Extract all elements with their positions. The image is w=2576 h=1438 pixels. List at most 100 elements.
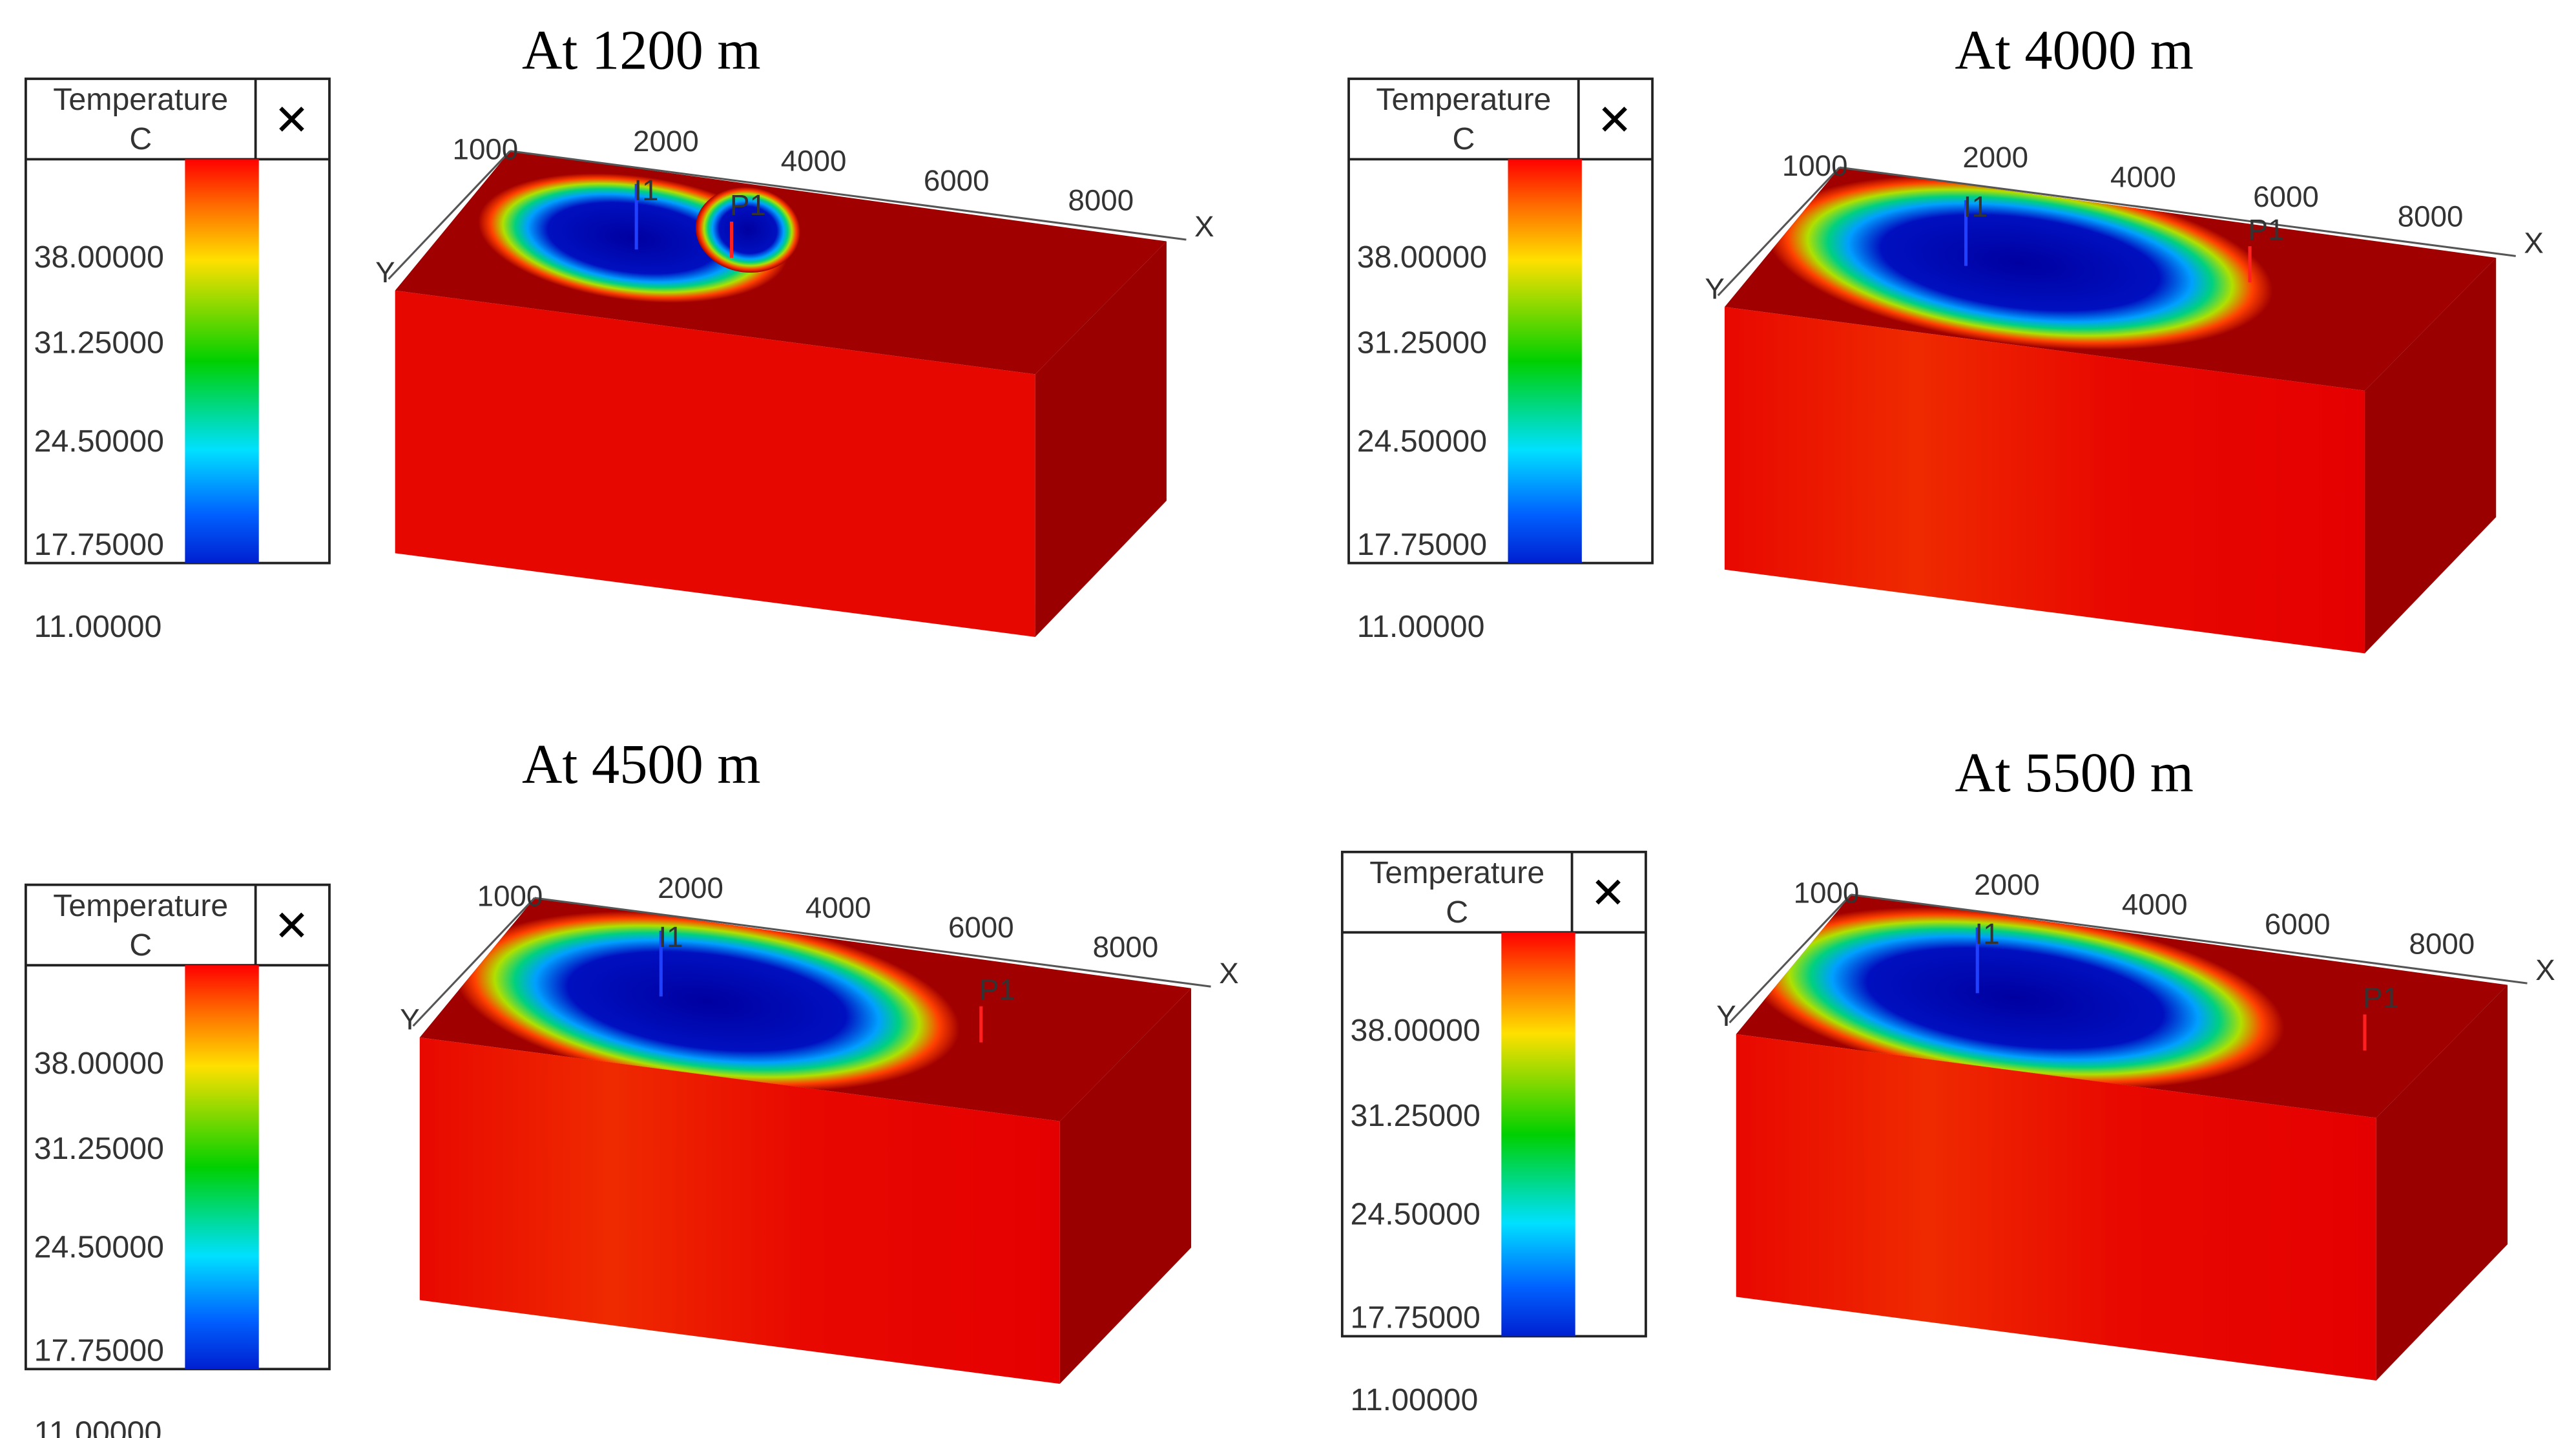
- plume: [695, 187, 801, 273]
- cold-plume: [1746, 907, 2285, 1089]
- colorbar-label: 17.75000: [34, 527, 164, 562]
- axis-tick-label: 1000: [1794, 877, 1860, 910]
- axis-tick-label: 6000: [924, 164, 990, 197]
- colorbar-label: 31.25000: [34, 325, 164, 360]
- axis-tick-label: 8000: [2398, 200, 2464, 233]
- close-button[interactable]: ✕: [1597, 95, 1632, 145]
- axis-tick-label: 4000: [2110, 161, 2176, 194]
- panel: At 1200 m Temperature C ✕ 38.00000 31.25000 24…: [24, 19, 1214, 644]
- colorbar-label: 38.00000: [34, 240, 164, 275]
- axis-label: X: [1219, 957, 1239, 990]
- well-label: P1: [2249, 213, 2285, 246]
- legend-unit: C: [129, 928, 152, 963]
- axis-tick-label: 6000: [2253, 180, 2319, 213]
- colorbar-label: 31.25000: [1357, 325, 1487, 360]
- model-box: 1000 2000 4000 6000 8000 X Y I1 P1: [1705, 141, 2544, 654]
- side-face: [2376, 985, 2508, 1381]
- cold-plume: [454, 911, 960, 1092]
- axis-line: [534, 897, 1211, 988]
- colorbar-label: 24.50000: [1351, 1197, 1480, 1232]
- colorbar-label: 11.00000: [34, 1415, 162, 1438]
- plume: [1767, 175, 2273, 350]
- axis-tick-label: 4000: [2122, 888, 2188, 921]
- cold-plume: [1767, 175, 2273, 350]
- axis-tick-label: 1000: [453, 132, 519, 165]
- close-button[interactable]: ✕: [1590, 868, 1626, 918]
- axis-label: Y: [400, 1003, 420, 1036]
- axis-tick-label: 2000: [633, 125, 699, 158]
- legend: Temperature C ✕ 38.00000 31.25000 24.50000 17.…: [1340, 850, 1647, 1417]
- colorbar-label: 17.75000: [1357, 527, 1487, 562]
- axis-tick-label: 2000: [1974, 868, 2040, 901]
- axis-tick-label: 8000: [1068, 183, 1134, 216]
- colorbar-label: 38.00000: [1357, 240, 1487, 275]
- side-face: [2364, 257, 2497, 654]
- legend-unit: C: [129, 121, 152, 156]
- legend-title: Temperature: [53, 82, 228, 117]
- front-face: [395, 290, 1035, 637]
- colorbar: [185, 965, 259, 1370]
- axis-line: [1717, 167, 1840, 297]
- well-label: P1: [2363, 981, 2399, 1014]
- axis-label: Y: [375, 256, 395, 289]
- colorbar-label: 24.50000: [34, 424, 164, 459]
- axis-label: X: [2524, 226, 2543, 259]
- well-label: I1: [658, 921, 683, 953]
- panel-title: At 4000 m: [1955, 19, 2193, 81]
- colorbar-label: 38.00000: [34, 1046, 164, 1081]
- axis-line: [1839, 166, 2516, 257]
- close-button[interactable]: ✕: [274, 901, 309, 951]
- panel: At 4500 m Temperature C ✕ 38.00000 31.25000 24…: [24, 733, 1239, 1438]
- panel-title: At 1200 m: [522, 19, 760, 81]
- close-button[interactable]: ✕: [274, 95, 309, 145]
- axis-tick-label: 8000: [2409, 927, 2475, 960]
- panel: At 5500 m Temperature C ✕ 38.00000 31.25000 24…: [1340, 742, 2555, 1417]
- axis-tick-label: 2000: [1962, 141, 2028, 174]
- legend: Temperature C ✕ 38.00000 31.25000 24.50000 17.…: [24, 883, 331, 1438]
- well-label: I1: [1964, 190, 1988, 223]
- axis-line: [388, 150, 511, 280]
- legend-frame: [24, 883, 331, 1371]
- front-face: [1736, 1034, 2376, 1381]
- panel: At 4000 m Temperature C ✕ 38.00000 31.25000 24…: [1347, 19, 2544, 654]
- colorbar-label: 11.00000: [1351, 1382, 1479, 1417]
- axis-label: Y: [1705, 272, 1724, 305]
- axis-line: [510, 150, 1187, 241]
- axis-label: X: [1194, 210, 1214, 243]
- legend-frame: [1340, 850, 1647, 1338]
- colorbar-label: 11.00000: [34, 609, 162, 644]
- front-face: [1724, 307, 2365, 654]
- colorbar-label: 17.75000: [34, 1333, 164, 1368]
- axis-tick-label: 8000: [1093, 930, 1159, 963]
- plume: [1746, 907, 2285, 1089]
- colorbar-label: 24.50000: [1357, 424, 1487, 459]
- cold-plume: [478, 173, 801, 303]
- legend: Temperature C ✕ 38.00000 31.25000 24.50000 17.…: [1347, 78, 1654, 644]
- well-label: P1: [730, 189, 766, 222]
- legend-title: Temperature: [53, 888, 228, 923]
- legend-frame: [1347, 78, 1654, 565]
- legend-title: Temperature: [1369, 855, 1544, 890]
- axis-tick-label: 4000: [805, 891, 871, 924]
- axis-line: [412, 897, 535, 1027]
- axis-tick-label: 4000: [781, 144, 847, 177]
- axis-tick-label: 6000: [2265, 908, 2331, 941]
- axis-label: Y: [1716, 999, 1736, 1032]
- axis-line: [1729, 893, 1852, 1024]
- colorbar-label: 24.50000: [34, 1229, 164, 1264]
- well-label: P1: [979, 974, 1015, 1006]
- legend-title: Temperature: [1376, 82, 1551, 117]
- side-face: [1059, 988, 1192, 1384]
- model-box: 1000 2000 4000 6000 8000 X Y I1 P1: [400, 871, 1239, 1384]
- model-box: 1000 2000 4000 6000 8000 X Y I1 P1: [375, 125, 1214, 637]
- axis-tick-label: 6000: [948, 911, 1014, 944]
- colorbar: [1508, 159, 1582, 563]
- colorbar-label: 17.75000: [1351, 1300, 1480, 1335]
- model-box: 1000 2000 4000 6000 8000 X Y I1 P1: [1716, 868, 2555, 1381]
- axis-line: [1851, 893, 2528, 985]
- legend: Temperature C ✕ 38.00000 31.25000 24.50000 17.…: [24, 78, 331, 644]
- legend-unit: C: [1446, 895, 1468, 930]
- front-face: [419, 1037, 1060, 1384]
- legend-unit: C: [1452, 121, 1475, 156]
